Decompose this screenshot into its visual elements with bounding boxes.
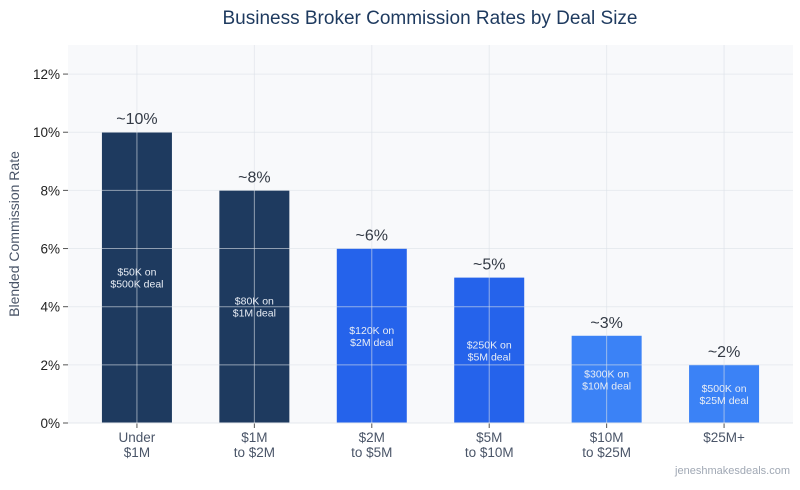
bar-inner-label: $25M deal xyxy=(700,395,749,407)
y-tick-label: 6% xyxy=(40,242,60,257)
y-tick-label: 4% xyxy=(40,300,60,315)
y-tick-label: 12% xyxy=(33,67,60,82)
bar-inner-label: $5M deal xyxy=(468,351,511,363)
x-tick-label: Under xyxy=(119,430,156,445)
x-tick-label: $2M xyxy=(359,430,385,445)
value-label: ~6% xyxy=(356,228,388,245)
plot-area xyxy=(68,45,793,423)
bar-inner-label: $80K on xyxy=(235,296,274,308)
y-tick-label: 0% xyxy=(40,416,60,431)
x-tick-label: to $10M xyxy=(465,445,514,460)
x-tick-label: $10M xyxy=(590,430,624,445)
bar-inner-label: $2M deal xyxy=(350,337,393,349)
value-label: ~2% xyxy=(708,344,740,361)
bar-inner-label: $120K on xyxy=(349,325,394,337)
chart-title: Business Broker Commission Rates by Deal… xyxy=(223,8,638,29)
x-tick-label: $1M xyxy=(124,445,150,460)
y-tick-label: 2% xyxy=(40,358,60,373)
bar-inner-label: $500K on xyxy=(702,383,747,395)
x-tick-label: $25M+ xyxy=(703,430,745,445)
value-label: ~8% xyxy=(238,169,270,186)
x-tick-label: $5M xyxy=(476,430,502,445)
x-tick-label: to $25M xyxy=(582,445,631,460)
value-label: ~5% xyxy=(473,257,505,274)
bar-inner-label: $300K on xyxy=(584,368,629,380)
bar-inner-label: $50K on xyxy=(117,267,156,279)
watermark: jeneshmakesdeals.com xyxy=(674,465,790,477)
x-tick-label: $1M xyxy=(241,430,267,445)
bar-inner-label: $1M deal xyxy=(233,308,276,320)
x-tick-label: to $5M xyxy=(351,445,392,460)
x-tick-label: to $2M xyxy=(234,445,275,460)
y-axis-label: Blended Commission Rate xyxy=(6,151,22,317)
bar-inner-label: $500K deal xyxy=(110,279,163,291)
value-label: ~3% xyxy=(590,315,622,332)
value-label: ~10% xyxy=(116,111,157,128)
y-tick-label: 8% xyxy=(40,183,60,198)
bar-inner-label: $10M deal xyxy=(582,380,631,392)
y-tick-label: 10% xyxy=(33,125,60,140)
bar-inner-label: $250K on xyxy=(467,339,512,351)
